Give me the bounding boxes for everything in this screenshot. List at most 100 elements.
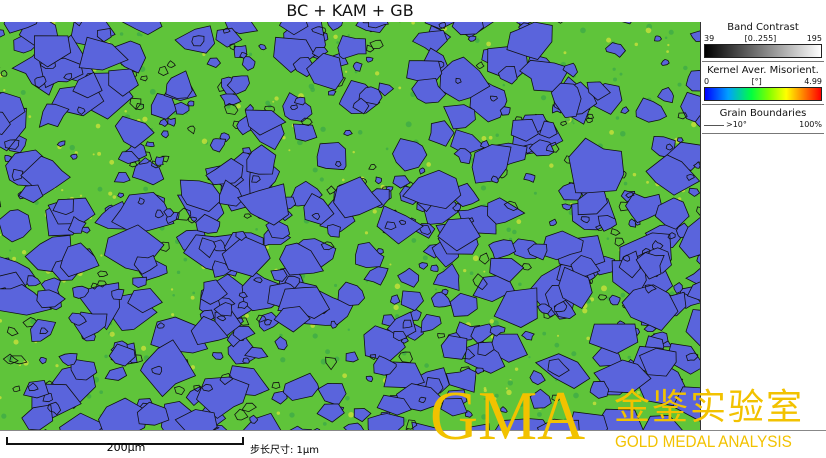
grain bbox=[238, 291, 248, 299]
grain bbox=[282, 372, 320, 401]
grain bbox=[368, 163, 377, 171]
grain bbox=[129, 97, 142, 111]
grain bbox=[337, 281, 366, 306]
kam-speckle bbox=[97, 186, 103, 192]
grain bbox=[52, 198, 74, 216]
grain bbox=[58, 353, 78, 367]
grain bbox=[72, 71, 103, 99]
grain bbox=[175, 207, 192, 221]
grain bbox=[644, 284, 657, 294]
grain bbox=[497, 65, 518, 85]
kam-speckle bbox=[274, 96, 279, 101]
grain bbox=[365, 56, 374, 63]
grain bbox=[206, 57, 222, 68]
kam-speckle bbox=[542, 331, 547, 336]
kam-speckle bbox=[606, 237, 610, 240]
grain bbox=[111, 288, 125, 301]
grain bbox=[273, 36, 316, 74]
grain bbox=[506, 21, 553, 60]
grain bbox=[211, 260, 232, 278]
grain bbox=[554, 300, 568, 313]
kam-speckle bbox=[586, 336, 590, 341]
kam-speckle bbox=[483, 388, 487, 393]
kam-speckle bbox=[55, 364, 59, 368]
grain bbox=[489, 257, 525, 283]
grain bbox=[392, 138, 428, 172]
grain bbox=[373, 355, 397, 376]
grain bbox=[550, 82, 582, 119]
kam-speckle bbox=[357, 130, 363, 135]
grain bbox=[140, 339, 197, 398]
grain bbox=[139, 75, 148, 82]
grain bbox=[452, 202, 462, 212]
kam-speckle bbox=[23, 360, 29, 366]
grain bbox=[547, 358, 570, 377]
grain bbox=[475, 61, 485, 70]
grain bbox=[392, 331, 408, 342]
grain bbox=[437, 217, 481, 252]
kam-speckle bbox=[336, 41, 340, 44]
grain bbox=[56, 140, 66, 148]
grain bbox=[605, 42, 627, 58]
kam-speckle bbox=[505, 387, 508, 390]
kam-speckle bbox=[248, 52, 253, 57]
grain bbox=[271, 381, 281, 389]
kam-speckle bbox=[21, 250, 27, 255]
grain bbox=[673, 281, 683, 294]
kam-speckle bbox=[646, 180, 649, 184]
grain bbox=[316, 142, 347, 171]
kam-speckle bbox=[667, 43, 670, 47]
kam-colorbar bbox=[704, 87, 822, 101]
grain bbox=[249, 414, 259, 424]
grain bbox=[432, 263, 460, 292]
grain bbox=[521, 330, 535, 341]
grain bbox=[242, 147, 252, 154]
grain bbox=[411, 77, 447, 104]
kam-speckle bbox=[100, 254, 103, 257]
grain bbox=[327, 89, 337, 96]
kam-speckle bbox=[319, 177, 324, 182]
grain bbox=[167, 117, 176, 127]
kam-speckle bbox=[502, 83, 506, 87]
kam-speckle bbox=[325, 349, 331, 355]
grain bbox=[200, 279, 228, 305]
grain bbox=[693, 161, 701, 169]
kam-speckle bbox=[312, 333, 318, 339]
kam-speckle bbox=[494, 393, 499, 398]
grain bbox=[224, 103, 239, 115]
grain bbox=[345, 351, 359, 363]
grain bbox=[686, 173, 695, 182]
kam-speckle bbox=[141, 345, 147, 351]
kam-speckle bbox=[109, 331, 115, 337]
grain bbox=[284, 275, 300, 289]
kam-speckle bbox=[518, 402, 524, 407]
grain-boundaries-title: Grain Boundaries bbox=[719, 108, 807, 119]
kam-speckle bbox=[664, 36, 668, 40]
grain bbox=[163, 208, 175, 218]
grain bbox=[545, 141, 560, 153]
grain bbox=[320, 241, 335, 251]
grain bbox=[490, 175, 499, 184]
grain bbox=[187, 125, 196, 135]
grain bbox=[244, 346, 269, 359]
kam-speckle bbox=[172, 293, 175, 297]
kam-speckle bbox=[236, 103, 241, 109]
kam-speckle bbox=[474, 38, 480, 43]
kam-speckle bbox=[422, 255, 428, 261]
grain bbox=[244, 109, 287, 136]
grain bbox=[36, 289, 66, 309]
grain bbox=[293, 96, 306, 106]
kam-speckle bbox=[308, 83, 315, 90]
grain bbox=[274, 336, 288, 351]
grain bbox=[389, 294, 401, 305]
grain bbox=[645, 154, 701, 196]
kam-speckle bbox=[276, 411, 281, 415]
kam-speckle bbox=[573, 392, 579, 399]
grain bbox=[420, 313, 442, 333]
grain bbox=[108, 68, 139, 97]
kam-speckle bbox=[516, 219, 522, 225]
kam-speckle bbox=[623, 181, 628, 186]
kam-speckle bbox=[201, 138, 208, 145]
grain bbox=[667, 232, 676, 240]
grain bbox=[34, 75, 47, 89]
